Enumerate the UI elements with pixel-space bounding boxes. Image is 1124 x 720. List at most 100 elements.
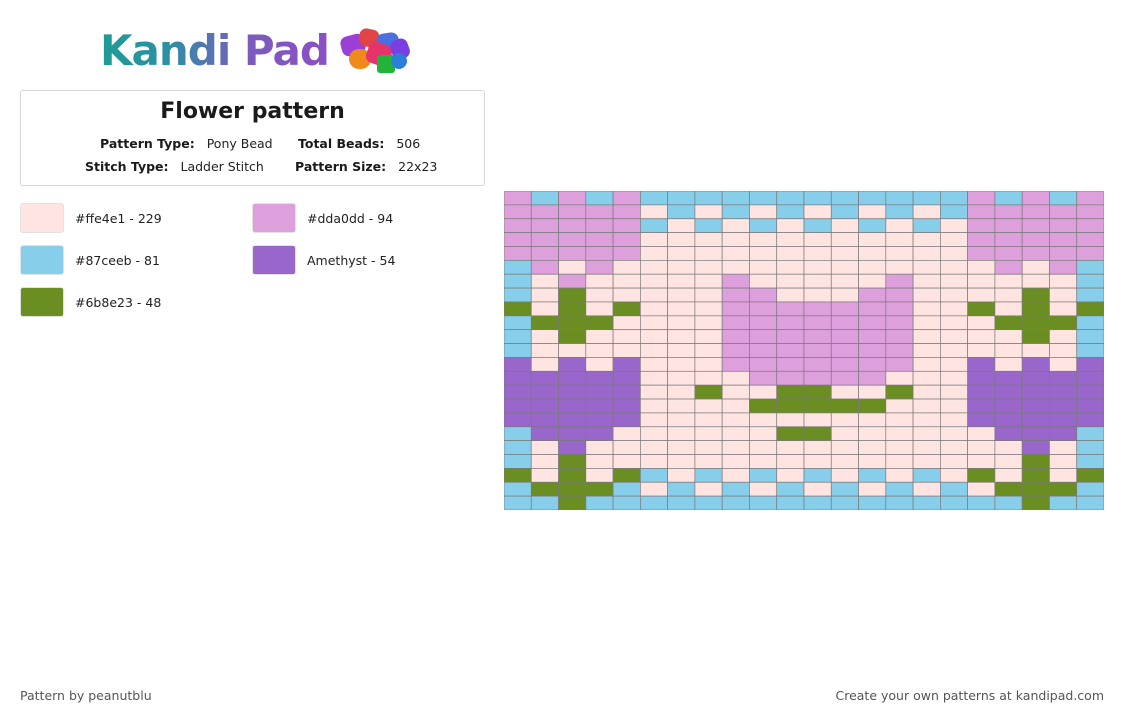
bead xyxy=(1076,384,1104,400)
bead xyxy=(530,273,559,289)
bead xyxy=(612,481,641,497)
bead xyxy=(640,440,668,455)
bead xyxy=(1021,370,1050,386)
bead xyxy=(667,440,696,455)
bead xyxy=(912,384,941,400)
bead xyxy=(803,232,832,247)
bead xyxy=(994,329,1023,344)
bead xyxy=(912,357,941,372)
bead xyxy=(1021,384,1050,400)
bead xyxy=(558,495,587,510)
brand-name: Kandi Pad xyxy=(100,25,330,75)
bead xyxy=(694,398,723,414)
bead xyxy=(694,440,723,455)
bead xyxy=(504,384,532,400)
bead xyxy=(612,454,641,469)
bead xyxy=(667,218,696,233)
bead xyxy=(585,204,614,220)
bead xyxy=(640,357,668,372)
bead xyxy=(885,329,914,344)
bead xyxy=(912,468,941,483)
pattern-size-value: 22x23 xyxy=(398,159,438,174)
bead xyxy=(1049,204,1078,220)
bead xyxy=(776,315,805,331)
bead xyxy=(1049,343,1078,358)
bead xyxy=(912,454,941,469)
bead xyxy=(994,495,1023,510)
bead xyxy=(694,384,723,400)
bead xyxy=(940,301,968,317)
bead xyxy=(558,357,587,372)
bead xyxy=(640,481,668,497)
pattern-size-row: Pattern Size: 22x23 xyxy=(295,159,437,174)
bead xyxy=(1021,495,1050,510)
bead xyxy=(749,301,778,317)
kandipad-link[interactable]: Create your own patterns at kandipad.com xyxy=(835,688,1104,703)
bead xyxy=(749,468,778,483)
bead xyxy=(749,398,778,414)
bead xyxy=(585,246,614,261)
bead xyxy=(721,440,750,455)
bead xyxy=(667,301,696,317)
bead xyxy=(940,384,968,400)
bead xyxy=(1049,232,1078,247)
bead xyxy=(967,370,996,386)
bead xyxy=(803,495,832,510)
bead xyxy=(1021,454,1050,469)
bead xyxy=(721,384,750,400)
bead xyxy=(1076,495,1104,510)
bead xyxy=(830,315,859,331)
bead xyxy=(967,329,996,344)
bead xyxy=(721,273,750,289)
bead xyxy=(721,204,750,220)
bead xyxy=(721,287,750,303)
bead xyxy=(558,384,587,400)
legend-swatch xyxy=(20,245,64,275)
legend-label: Amethyst - 54 xyxy=(307,252,396,268)
bead xyxy=(667,287,696,303)
bead xyxy=(858,357,887,372)
bead xyxy=(585,329,614,344)
bead xyxy=(749,232,778,247)
bead xyxy=(885,495,914,510)
bead xyxy=(612,370,641,386)
bead xyxy=(912,495,941,510)
bead xyxy=(858,495,887,510)
bead xyxy=(1076,329,1104,344)
bead xyxy=(530,191,559,206)
bead xyxy=(558,412,587,428)
kandipad-logo[interactable]: Kandi Pad xyxy=(100,22,415,78)
bead xyxy=(667,357,696,372)
bead xyxy=(640,287,668,303)
bead xyxy=(612,426,641,441)
bead xyxy=(694,412,723,428)
bead xyxy=(694,273,723,289)
bead xyxy=(1021,468,1050,483)
bead xyxy=(504,357,532,372)
bead xyxy=(994,301,1023,317)
bead xyxy=(994,191,1023,206)
bead xyxy=(1049,481,1078,497)
bead xyxy=(994,287,1023,303)
bead xyxy=(640,218,668,233)
bead xyxy=(640,412,668,428)
total-beads-value: 506 xyxy=(396,136,421,151)
bead xyxy=(721,495,750,510)
bead xyxy=(640,343,668,358)
bead xyxy=(667,246,696,261)
bead xyxy=(667,232,696,247)
bead xyxy=(994,218,1023,233)
bead xyxy=(994,273,1023,289)
bead xyxy=(694,481,723,497)
bead xyxy=(967,481,996,497)
bead xyxy=(585,357,614,372)
bead xyxy=(940,329,968,344)
bead xyxy=(940,398,968,414)
bead xyxy=(1076,468,1104,483)
bead xyxy=(667,329,696,344)
bead xyxy=(1021,191,1050,206)
bead xyxy=(885,259,914,275)
pattern-size-label: Pattern Size: xyxy=(295,159,387,174)
bead xyxy=(558,468,587,483)
bead xyxy=(885,273,914,289)
